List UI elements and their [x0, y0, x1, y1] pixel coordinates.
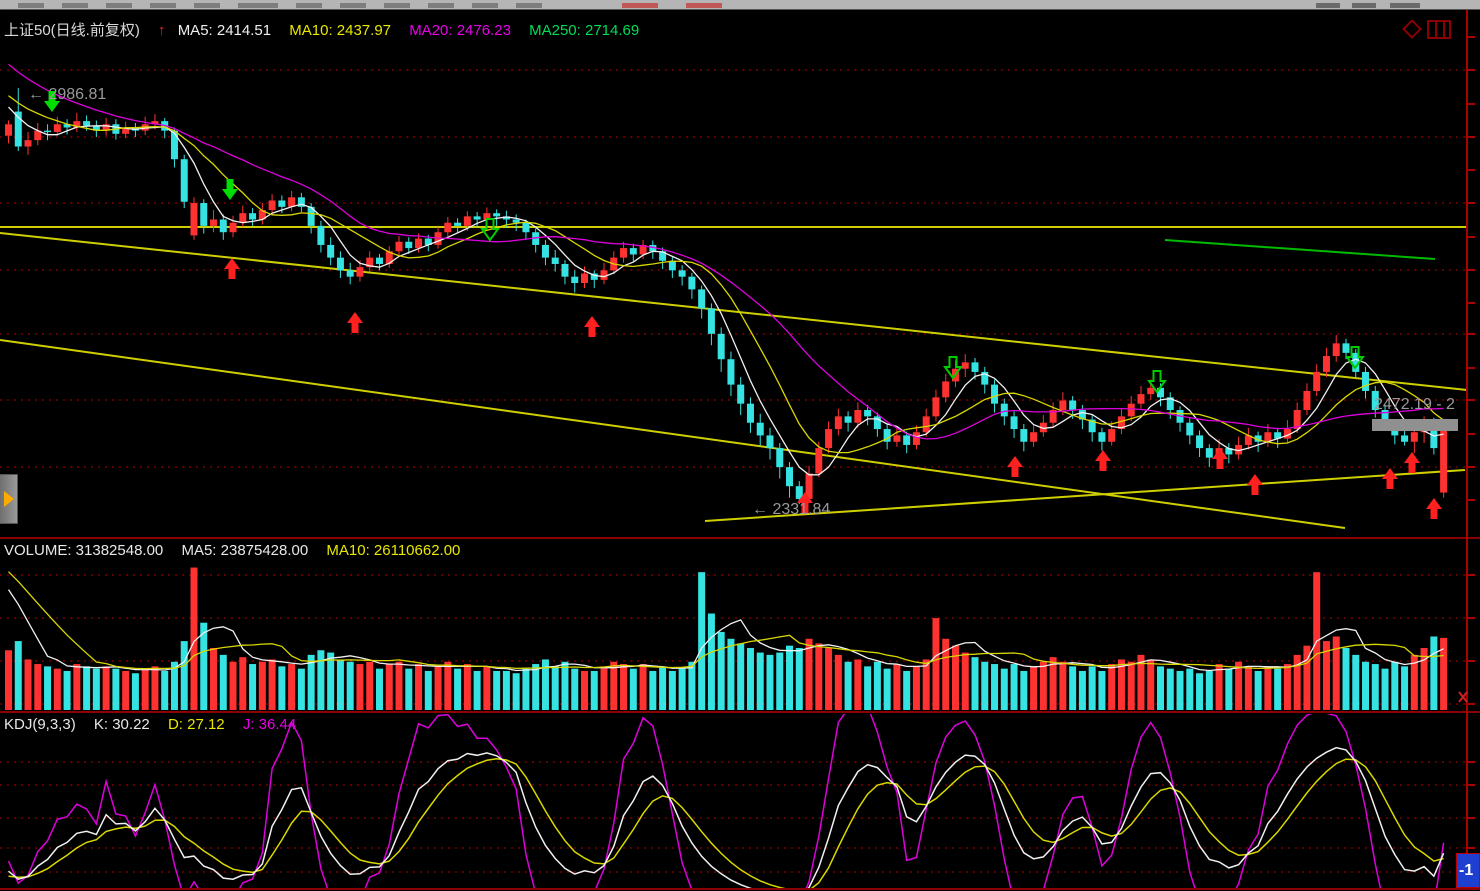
menu-stub	[1316, 3, 1340, 8]
axis-badge-label: -1	[1459, 861, 1474, 879]
trend-up-arrow-icon: ↑	[158, 22, 166, 39]
buy-signal-arrow-icon	[1095, 450, 1111, 471]
menu-stub	[296, 3, 322, 8]
menu-stub	[18, 3, 44, 8]
ma5-line	[8, 106, 1444, 476]
right-price-axis	[1458, 10, 1475, 889]
kdj-j-line	[7, 714, 1445, 888]
kdj-k-readout: K: 30.22	[93, 716, 150, 733]
kdj-k-line	[8, 746, 1445, 888]
menu-stub	[428, 3, 454, 8]
buy-signal-arrow-icon	[1404, 452, 1420, 473]
descending-channel-upper[interactable]	[0, 232, 1468, 391]
ascending-support[interactable]	[704, 469, 1466, 522]
sell-signal-arrow-icon	[480, 218, 500, 242]
sell-signal-arrow-icon	[1345, 346, 1365, 370]
menu-stub	[384, 3, 410, 8]
window-split-icon[interactable]	[1427, 20, 1451, 39]
buy-signal-arrow-icon	[224, 258, 240, 279]
ma250-segment[interactable]	[1164, 239, 1436, 260]
ma5-readout: MA5: 2414.51	[177, 22, 272, 39]
buy-button-stub[interactable]	[622, 3, 658, 8]
menu-stub	[106, 3, 132, 8]
volume-ma5-readout: MA5: 23875428.00	[181, 542, 309, 559]
menu-stub	[1390, 3, 1420, 8]
volume-ma10-readout: MA10: 26110662.00	[326, 542, 461, 559]
ma20-line	[8, 63, 1444, 440]
signal-markers	[44, 91, 1442, 519]
sell-signal-arrow-icon	[222, 179, 238, 200]
menu-stub	[340, 3, 366, 8]
menu-stub	[516, 3, 542, 8]
volume-readout: VOLUME: 31382548.00	[4, 542, 164, 559]
menu-stub	[472, 3, 498, 8]
sell-button-stub[interactable]	[686, 3, 722, 8]
descending-channel-lower[interactable]	[0, 339, 1346, 529]
buy-signal-arrow-icon	[347, 312, 363, 333]
low-price-annotation: ← 2331.84	[752, 501, 831, 518]
pane-separator	[0, 711, 1480, 713]
sell-signal-arrow-icon	[1147, 370, 1167, 394]
pane-separator	[0, 537, 1480, 539]
instrument-title: 上证50(日线.前复权)	[4, 22, 140, 39]
ma250-readout: MA250: 2714.69	[529, 22, 640, 39]
kdj-d-line	[8, 758, 1444, 888]
sell-signal-arrow-icon	[943, 356, 963, 380]
buy-signal-arrow-icon	[1212, 448, 1228, 469]
pane-separator	[0, 888, 1480, 890]
high-price-annotation: ← 2986.81	[28, 86, 107, 103]
buy-signal-arrow-icon	[1007, 456, 1023, 477]
price-pane-header: 上证50(日线.前复权) ↑ MA5: 2414.51 MA10: 2437.9…	[4, 19, 653, 40]
axis-value-badge: -1	[1456, 853, 1480, 888]
menu-stub	[1352, 3, 1376, 8]
buy-signal-arrow-icon	[797, 492, 813, 513]
toolbar-strip[interactable]	[0, 0, 1480, 10]
volume-pane-header: VOLUME: 31382548.00 MA5: 23875428.00 MA1…	[4, 542, 474, 559]
volume-ma10-line	[8, 571, 1444, 670]
expand-right-icon	[3, 491, 14, 507]
kdj-pane-header: KDJ(9,3,3) K: 30.22 D: 27.12 J: 36.44	[4, 716, 310, 733]
menu-stub	[238, 3, 278, 8]
menu-stub	[62, 3, 88, 8]
diamond-tool-icon[interactable]	[1402, 20, 1422, 39]
ma10-line	[8, 95, 1445, 454]
menu-stub	[194, 3, 220, 8]
axis-x-mark[interactable]	[1458, 691, 1468, 703]
kdj-params-label: KDJ(9,3,3)	[4, 716, 76, 733]
gridlines	[0, 69, 1466, 873]
trendlines[interactable]	[0, 226, 1468, 529]
sell-signal-arrow-icon	[44, 91, 60, 112]
buy-signal-arrow-icon	[1382, 468, 1398, 489]
kdj-d-readout: D: 27.12	[167, 716, 225, 733]
menu-stub	[150, 3, 176, 8]
buy-signal-arrow-icon	[584, 316, 600, 337]
info-box	[1372, 419, 1458, 431]
buy-signal-arrow-icon	[1247, 474, 1263, 495]
volume-ma5-line	[7, 589, 1444, 672]
ma20-readout: MA20: 2476.23	[409, 22, 511, 39]
buy-signal-arrow-icon	[1426, 498, 1442, 519]
kdj-j-readout: J: 36.44	[242, 716, 297, 733]
volume-bars	[5, 567, 1448, 710]
sidebar-expander-tab[interactable]	[0, 474, 18, 524]
corner-tool-icons	[1402, 20, 1451, 39]
ma10-readout: MA10: 2437.97	[289, 22, 392, 39]
trendline-value-annotation: 2472.19 - 2	[1374, 396, 1455, 413]
